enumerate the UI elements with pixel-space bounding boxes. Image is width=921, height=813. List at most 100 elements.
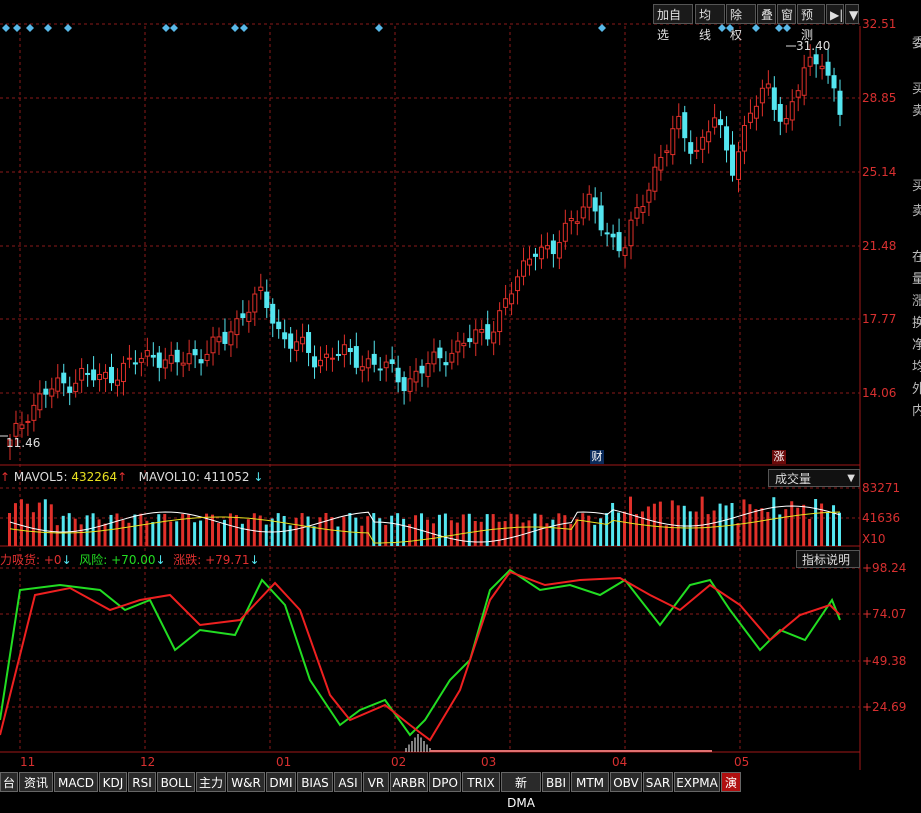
candle-body xyxy=(431,351,437,365)
volume-dropdown-label: 成交量 xyxy=(775,472,812,486)
candle-body xyxy=(389,359,395,364)
tab-18[interactable]: OBV xyxy=(610,772,642,792)
volume-bar xyxy=(832,505,836,546)
price-axis-label: 32.51 xyxy=(862,17,897,31)
volume-indicator-dropdown[interactable]: 成交量 ▼ xyxy=(768,469,860,487)
candle-body xyxy=(532,253,538,257)
candle-body xyxy=(789,101,795,121)
candle-body xyxy=(347,347,353,353)
toolbar-button-5[interactable]: 预测 xyxy=(797,4,825,42)
volume-bar xyxy=(312,526,316,546)
volume-bar xyxy=(796,507,800,546)
candle-body xyxy=(538,246,544,260)
tab-8[interactable]: DMI xyxy=(266,772,296,792)
volume-bar xyxy=(67,513,71,546)
volume-bar xyxy=(402,518,406,546)
candle-body xyxy=(526,258,532,266)
indicator-help-button[interactable]: 指标说明 xyxy=(796,550,860,568)
tab-12[interactable]: ARBR xyxy=(390,772,428,792)
tab-5[interactable]: BOLL xyxy=(157,772,195,792)
candle-body xyxy=(634,207,640,219)
candle-body xyxy=(544,245,550,250)
volume-bar xyxy=(778,514,782,546)
candle-body xyxy=(114,379,120,386)
candle-body xyxy=(204,353,210,361)
volume-bar xyxy=(258,515,262,546)
volume-bar xyxy=(246,519,250,546)
volume-bar xyxy=(838,512,841,546)
tab-1[interactable]: 资讯 xyxy=(19,772,53,792)
volume-bar xyxy=(276,513,280,546)
volume-bar xyxy=(360,525,364,546)
tab-17[interactable]: MTM xyxy=(571,772,609,792)
candle-body xyxy=(437,347,443,359)
event-diamond-icon xyxy=(64,24,72,32)
volume-bar xyxy=(605,513,609,546)
candle-body xyxy=(706,131,712,143)
toolbar-button-6[interactable]: ▶| xyxy=(826,4,844,24)
candle-body xyxy=(306,332,312,353)
tab-7[interactable]: W&R xyxy=(227,772,265,792)
tab-21[interactable]: 演 xyxy=(721,772,741,792)
tab-4[interactable]: RSI xyxy=(128,772,156,792)
volume-bar xyxy=(25,503,29,546)
tab-3[interactable]: KDJ xyxy=(99,772,127,792)
quote-panel-label: 卖 xyxy=(912,104,921,119)
volume-bar xyxy=(617,512,621,546)
tab-14[interactable]: TRIX xyxy=(462,772,500,792)
candle-body xyxy=(174,349,180,363)
tab-0[interactable]: 台 xyxy=(0,772,18,792)
volume-bar xyxy=(563,515,567,546)
toolbar-button-3[interactable]: 叠 xyxy=(757,4,776,24)
candle-body xyxy=(264,291,270,308)
event-diamond-icon xyxy=(44,24,52,32)
low-price-label: 11.46 xyxy=(6,436,41,450)
event-diamond-icon xyxy=(375,24,383,32)
toolbar-button-2[interactable]: 除权 xyxy=(726,4,756,42)
candle-body xyxy=(616,232,622,252)
toolbar-button-7[interactable]: ▼ xyxy=(845,4,859,24)
candle-body xyxy=(598,205,604,231)
toolbar-button-0[interactable]: 加自选 xyxy=(653,4,693,42)
candle-body xyxy=(700,136,706,150)
volume-bar xyxy=(133,514,137,546)
tab-10[interactable]: ASI xyxy=(334,772,362,792)
volume-bar xyxy=(790,501,794,546)
candle-body xyxy=(282,332,288,340)
toolbar-button-1[interactable]: 均线 xyxy=(695,4,725,42)
event-zhang-icon[interactable]: 涨 xyxy=(772,450,786,464)
event-cai-icon[interactable]: 财 xyxy=(590,450,604,464)
tab-2[interactable]: MACD xyxy=(54,772,98,792)
tab-6[interactable]: 主力 xyxy=(196,772,226,792)
volume-bar xyxy=(330,517,334,546)
tab-9[interactable]: BIAS xyxy=(297,772,333,792)
volume-bar xyxy=(240,523,244,546)
candle-body xyxy=(670,128,676,156)
candle-body xyxy=(371,353,377,365)
volume-axis-label: 83271 xyxy=(862,481,901,495)
candle-body xyxy=(730,144,736,176)
toolbar-button-4[interactable]: 窗 xyxy=(777,4,796,24)
candle-body xyxy=(759,87,765,104)
volume-bar xyxy=(109,514,113,546)
candle-body xyxy=(67,386,73,393)
tab-15[interactable]: 新DMA xyxy=(501,772,541,810)
tab-19[interactable]: SAR xyxy=(643,772,673,792)
candle-body xyxy=(407,378,413,392)
candle-body xyxy=(186,353,192,365)
candle-body xyxy=(556,242,562,259)
candle-body xyxy=(479,329,485,333)
volume-bar xyxy=(425,519,429,546)
quote-panel-label: 在 xyxy=(912,250,921,265)
candle-body xyxy=(43,388,49,395)
volume-bar xyxy=(467,513,471,546)
tab-20[interactable]: EXPMA xyxy=(674,772,720,792)
candle-body xyxy=(586,193,592,208)
volume-bar xyxy=(640,511,644,546)
tab-16[interactable]: BBI xyxy=(542,772,570,792)
tab-11[interactable]: VR xyxy=(363,772,389,792)
candle-body xyxy=(222,331,228,344)
candle-body xyxy=(753,105,759,119)
tab-13[interactable]: DPO xyxy=(429,772,461,792)
candle-body xyxy=(837,90,843,115)
